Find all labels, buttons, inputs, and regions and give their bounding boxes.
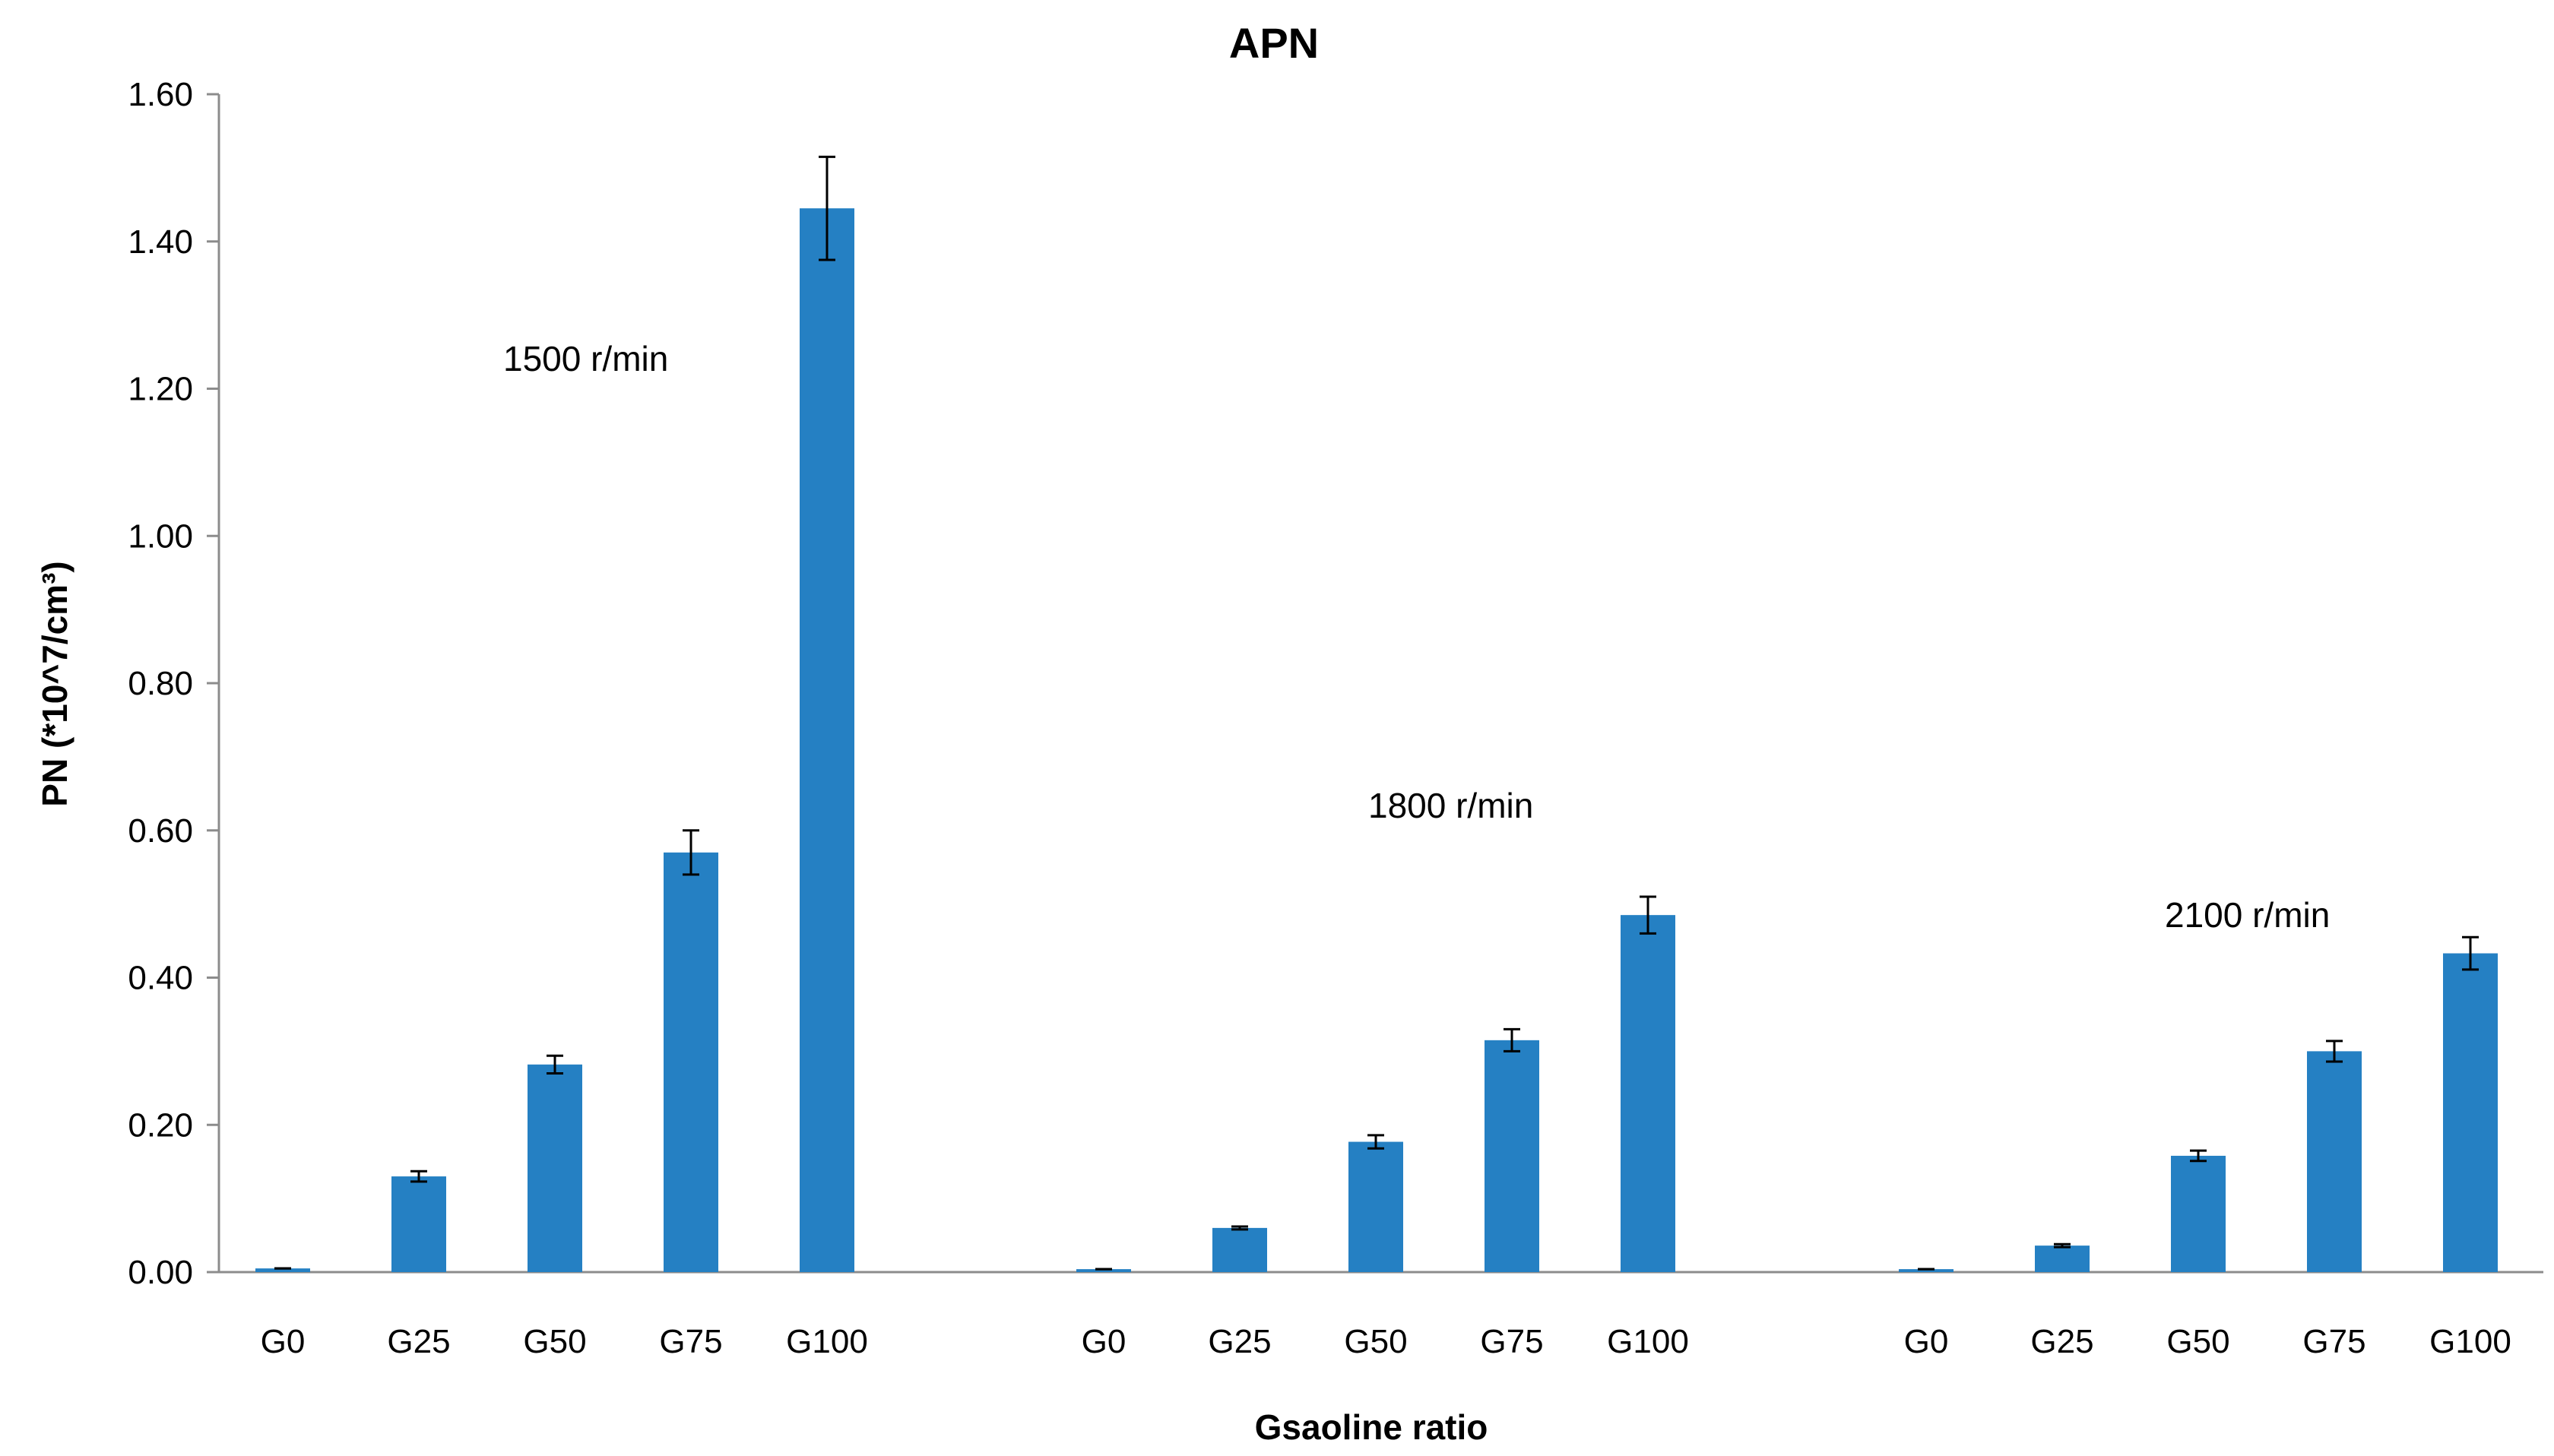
annotations: 1500 r/min 1800 r/min 2100 r/min [503,339,2330,935]
error-bar [410,1170,427,1183]
error-bar [1504,1027,1520,1052]
x-tick-label: G100 [2429,1323,2511,1360]
bar [2035,1246,2090,1272]
error-bar [1367,1134,1384,1150]
y-tick-label: 1.20 [128,371,193,408]
bar [528,1064,582,1272]
x-tick-label: G75 [659,1323,722,1360]
bar [1076,1269,1131,1272]
group-annotation: 2100 r/min [2165,895,2330,935]
group-annotation: 1500 r/min [503,339,668,378]
error-bar [2190,1149,2207,1163]
y-tick-label: 0.00 [128,1254,193,1291]
bar [1212,1227,1267,1272]
y-tick-label: 1.60 [128,76,193,113]
group-annotation: 1800 r/min [1368,786,1533,825]
x-tick-label: G0 [1082,1323,1126,1360]
x-tick-label: G50 [523,1323,586,1360]
bars [255,155,2498,1272]
bar [1485,1040,1539,1272]
error-bar [547,1054,563,1075]
bar [255,1268,310,1272]
bar [2171,1155,2226,1272]
bar [1621,915,1675,1272]
x-tick-label: G25 [387,1323,450,1360]
x-tick-label: G0 [261,1323,306,1360]
error-bar [2462,935,2479,971]
x-axis-tick-labels: G0 G25 G50 G75 G100 G0 G25 G50 G75 G100 G0 G25 G50 G7… [261,1323,2511,1360]
y-tick-label: 1.00 [128,518,193,555]
bar [2307,1051,2362,1272]
error-bar [1640,895,1656,935]
y-tick-label: 0.20 [128,1106,193,1144]
x-tick-label: G25 [1208,1323,1271,1360]
x-tick-label: G75 [2302,1323,2365,1360]
y-axis-title: PN (*10^7/cm³) [35,561,74,806]
x-tick-label: G75 [1480,1323,1543,1360]
y-tick-label: 0.40 [128,960,193,997]
bar [1899,1269,1954,1272]
bar [391,1176,446,1272]
bar [800,208,854,1272]
x-tick-label: G100 [786,1323,868,1360]
y-tick-label: 0.60 [128,812,193,850]
error-bar [1231,1225,1248,1231]
x-tick-label: G0 [1904,1323,1949,1360]
bar [2443,953,2498,1272]
bar [664,852,718,1272]
error-bar [819,155,835,261]
y-axis-ticks: 0.00 0.20 0.40 0.60 0.80 1.00 1.20 1.40 1.60 [128,76,219,1291]
y-tick-label: 1.40 [128,223,193,261]
x-axis-title: Gsaoline ratio [1255,1407,1488,1447]
x-tick-label: G50 [2166,1323,2229,1360]
x-tick-label: G25 [2030,1323,2093,1360]
x-tick-label: G50 [1344,1323,1407,1360]
x-tick-label: G100 [1607,1323,1689,1360]
error-bar [2326,1040,2343,1063]
bar [1348,1141,1403,1272]
chart-title: APN [1229,19,1319,67]
y-tick-label: 0.80 [128,665,193,702]
error-bar [2054,1242,2071,1249]
error-bar [683,829,699,876]
